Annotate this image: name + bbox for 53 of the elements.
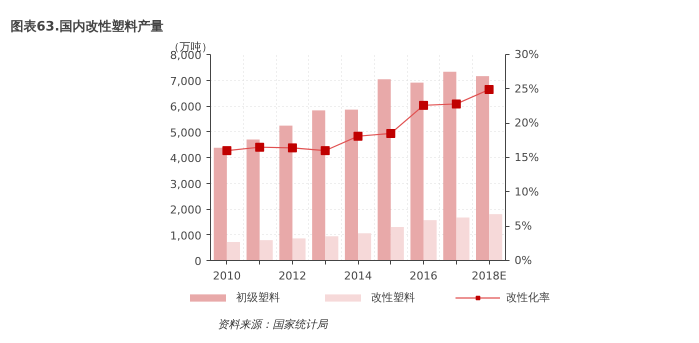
legend-label: 初级塑料 [236,290,280,305]
x-tick-label: 2012 [278,270,306,282]
bar [226,242,240,260]
y-tick-label: 5,000 [170,126,202,140]
bar [358,233,372,260]
x-tick-label: 2014 [344,270,372,282]
y-tick-label: 3,000 [170,178,202,191]
bar [279,126,292,260]
x-tick-label: 2018E [472,270,507,282]
x-tick-label: 2010 [212,270,241,282]
bar [390,227,404,260]
y-tick-label: 2,000 [170,204,202,216]
point [452,99,461,108]
y-tick-label: 8,000 [170,49,202,62]
point [386,128,396,138]
y2-tick-label: 5% [514,220,532,233]
bar [312,110,326,260]
bar [344,110,358,260]
text: 资料来源：国家统计局 [217,318,328,332]
x-tick-label: 2016 [410,270,438,282]
point [288,143,297,152]
y2-tick-label: 10% [514,185,539,198]
y2-tick-label: 20% [514,116,539,130]
point [484,85,494,94]
legend-label: 改性化率 [506,290,550,305]
bar [260,240,273,260]
bar [325,236,338,260]
bar [246,139,260,260]
bar [476,76,490,260]
y2-tick-label: 25% [514,82,539,96]
point [255,142,264,152]
point [222,146,232,156]
point [320,146,330,156]
y2-tick-label: 15% [514,151,539,164]
bar [456,217,470,260]
y-tick-label: 4,000 [170,152,202,165]
y2-tick-label: 30% [514,48,539,61]
point [354,132,362,141]
point [419,100,428,110]
y-tick-label: 1,000 [170,229,202,242]
bar [489,214,502,260]
y-tick-label: 6,000 [170,100,202,114]
text: 图表63.国内改性塑料产量 [10,18,164,34]
y-tick-label: 0 [194,255,202,268]
bar [410,82,424,260]
y-tick-label: 7,000 [170,74,202,88]
y2-tick-label: 0% [514,254,532,267]
bar [214,148,227,260]
bar [424,220,437,260]
bar [292,238,306,260]
legend-label: 改性塑料 [371,290,415,305]
bar [443,72,456,260]
bar [378,79,391,260]
